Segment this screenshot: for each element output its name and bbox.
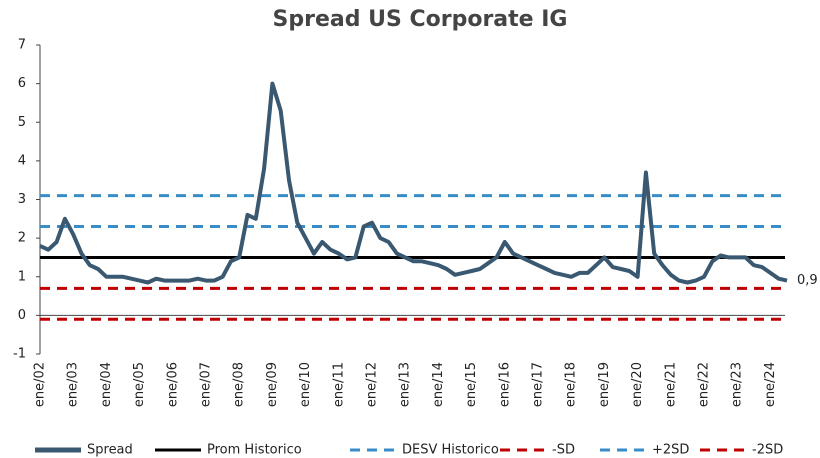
x-tick-label: ene/17	[531, 362, 546, 407]
x-tick-label: ene/10	[298, 362, 313, 407]
x-tick-label: ene/12	[365, 362, 380, 407]
x-tick-label: ene/02	[33, 362, 48, 407]
legend-label: -SD	[552, 443, 575, 458]
y-tick-label: 4	[18, 153, 26, 168]
x-tick-label: ene/23	[730, 362, 745, 407]
y-tick-label: 0	[18, 308, 26, 323]
x-tick-label: ene/09	[265, 362, 280, 407]
x-tick-label: ene/05	[132, 362, 147, 407]
end-label: 0,9	[797, 273, 818, 288]
chart-title: Spread US Corporate IG	[273, 7, 568, 32]
y-tick-label: 2	[18, 231, 26, 246]
x-tick-label: ene/07	[199, 362, 214, 407]
legend-label: +2SD	[652, 443, 689, 458]
y-tick-label: 6	[18, 76, 26, 91]
x-tick-label: ene/21	[663, 362, 678, 407]
x-tick-label: ene/15	[464, 362, 479, 407]
legend-label: -2SD	[752, 443, 783, 458]
x-tick-label: ene/24	[763, 362, 778, 407]
y-tick-label: -1	[13, 347, 26, 362]
legend-label: Spread	[87, 443, 133, 458]
y-tick-label: 3	[18, 192, 26, 207]
x-tick-label: ene/03	[66, 362, 81, 407]
x-tick-label: ene/06	[165, 362, 180, 407]
legend-label: DESV Historico	[402, 443, 499, 458]
x-tick-label: ene/20	[630, 362, 645, 407]
x-tick-label: ene/11	[331, 362, 346, 407]
x-tick-label: ene/19	[597, 362, 612, 407]
x-tick-label: ene/18	[564, 362, 579, 407]
y-tick-label: 7	[18, 38, 26, 53]
x-tick-label: ene/04	[99, 362, 114, 407]
legend-label: Prom Historico	[207, 443, 302, 458]
y-tick-label: 5	[18, 115, 26, 130]
x-tick-label: ene/16	[497, 362, 512, 407]
x-tick-label: ene/14	[431, 362, 446, 407]
x-tick-label: ene/22	[697, 362, 712, 407]
x-tick-label: ene/08	[232, 362, 247, 407]
x-tick-label: ene/13	[398, 362, 413, 407]
data-line	[39, 81, 788, 285]
y-tick-label: 1	[18, 269, 26, 284]
